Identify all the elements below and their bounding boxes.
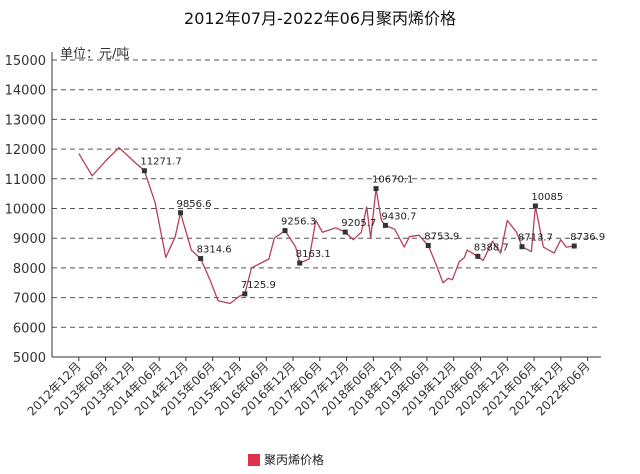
series-layer: 11271.7 9856.6 8314.6 7125.9 9256.3 8163.1 920…: [78, 146, 605, 305]
y-axis-ticks: 5000 6000 7000 8000 9000 10000 11000 12000 13000…: [5, 54, 46, 366]
legend-label: 聚丙烯价格: [264, 452, 324, 467]
data-point-marker: [297, 260, 303, 266]
series-line: [78, 146, 575, 305]
data-point-marker: [282, 228, 288, 234]
data-label: 8736.9: [570, 232, 605, 243]
data-label: 10670.1: [372, 175, 413, 186]
data-point-marker: [342, 229, 348, 235]
data-point-marker: [519, 244, 525, 250]
y-tick-label: 5000: [13, 351, 46, 366]
y-tick-label: 10000: [5, 203, 46, 218]
data-point-marker: [141, 168, 147, 174]
y-tick-label: 14000: [5, 84, 46, 99]
data-label: 8314.6: [197, 245, 232, 256]
data-label: 8388.7: [474, 242, 509, 253]
y-tick-label: 9000: [13, 232, 46, 247]
axes: [51, 52, 601, 358]
grid-lines: [52, 59, 601, 328]
x-axis-ticks: 2012年12月2013年06月2013年12月2014年06月2014年12月…: [25, 357, 593, 418]
y-tick-label: 12000: [5, 143, 46, 158]
data-label: 9205.7: [341, 218, 376, 229]
data-point-marker: [382, 222, 388, 228]
y-tick-label: 6000: [13, 321, 46, 336]
y-tick-label: 11000: [5, 173, 46, 188]
y-tick-label: 13000: [5, 113, 46, 128]
data-label: 8713.7: [518, 233, 553, 244]
data-point-marker: [425, 243, 431, 249]
data-point-marker: [373, 186, 379, 192]
data-label: 8163.1: [296, 249, 331, 260]
data-label: 10085: [531, 192, 563, 203]
data-label: 8753.9: [424, 232, 459, 243]
data-label: 9430.7: [381, 211, 416, 222]
legend-swatch: [248, 454, 260, 466]
data-point-marker: [475, 253, 481, 259]
data-label: 9856.6: [177, 199, 212, 210]
y-tick-label: 15000: [5, 54, 46, 69]
data-point-marker: [242, 291, 248, 297]
data-point-marker: [532, 203, 538, 209]
data-point-marker: [198, 256, 204, 262]
y-tick-label: 8000: [13, 262, 46, 277]
data-point-marker: [178, 210, 184, 216]
data-point-marker: [571, 243, 577, 249]
unit-label: 单位：元/吨: [60, 47, 129, 62]
legend: 聚丙烯价格: [248, 452, 324, 467]
data-label: 7125.9: [241, 280, 276, 291]
data-label: 11271.7: [140, 157, 181, 168]
chart-title: 2012年07月-2022年06月聚丙烯价格: [184, 9, 456, 28]
y-tick-label: 7000: [13, 292, 46, 307]
data-label: 9256.3: [281, 217, 316, 228]
